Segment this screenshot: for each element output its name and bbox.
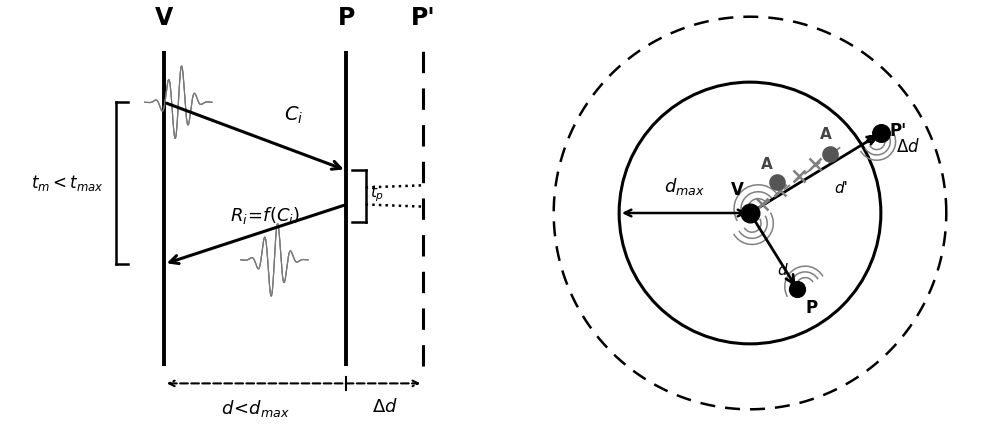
Text: $d\!<\!d_{max}$: $d\!<\!d_{max}$ — [221, 398, 290, 419]
Text: P': P' — [411, 6, 436, 30]
Text: V: V — [155, 6, 173, 30]
Point — [822, 150, 838, 157]
Text: V: V — [731, 181, 744, 199]
Text: d: d — [777, 263, 787, 278]
Text: $R_i\!=\!f(C_i)$: $R_i\!=\!f(C_i)$ — [230, 205, 300, 226]
Text: $t_p$: $t_p$ — [370, 184, 385, 204]
Text: P: P — [338, 6, 355, 30]
Text: $C_i$: $C_i$ — [284, 104, 303, 126]
Point — [873, 130, 889, 137]
Text: $t_m < t_{max}$: $t_m < t_{max}$ — [31, 173, 104, 193]
Point — [789, 285, 805, 292]
Text: d': d' — [834, 181, 848, 196]
Point — [769, 179, 785, 186]
Point — [742, 210, 758, 216]
Text: $d_{max}$: $d_{max}$ — [664, 176, 705, 197]
Text: $\Delta d$: $\Delta d$ — [896, 138, 920, 156]
Text: P': P' — [890, 122, 907, 140]
Text: P: P — [805, 299, 817, 317]
Text: A: A — [820, 127, 832, 142]
Text: $\Delta d$: $\Delta d$ — [372, 398, 398, 416]
Text: A: A — [760, 157, 772, 172]
